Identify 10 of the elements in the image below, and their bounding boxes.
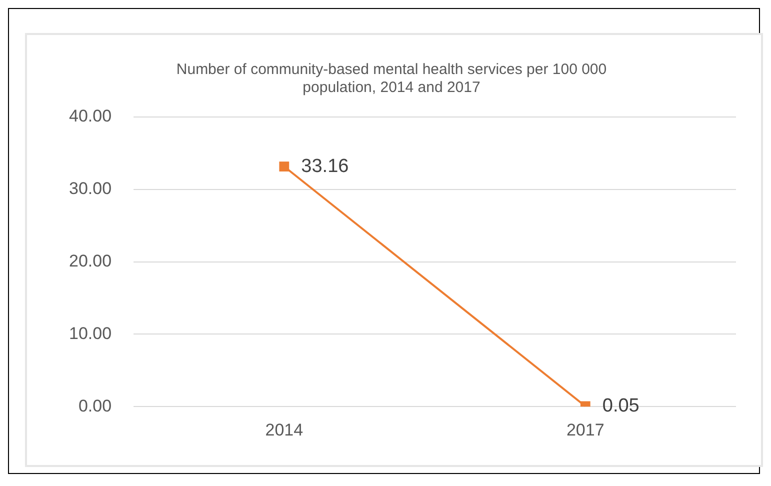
y-tick-label: 30.00 — [68, 179, 112, 198]
y-tick-label: 20.00 — [68, 251, 112, 270]
y-tick-label: 10.00 — [68, 324, 112, 343]
y-tick-label: 40.00 — [68, 106, 112, 126]
data-label: 0.05 — [602, 395, 640, 416]
data-label: 33.16 — [301, 156, 349, 177]
x-tick-label: 2017 — [566, 420, 604, 440]
y-tick-label: 0.00 — [78, 396, 112, 416]
x-tick-label: 2014 — [265, 420, 304, 440]
chart-title: Number of community-based mental health services per 100 000 population, 2014 and 2017 — [176, 61, 607, 96]
